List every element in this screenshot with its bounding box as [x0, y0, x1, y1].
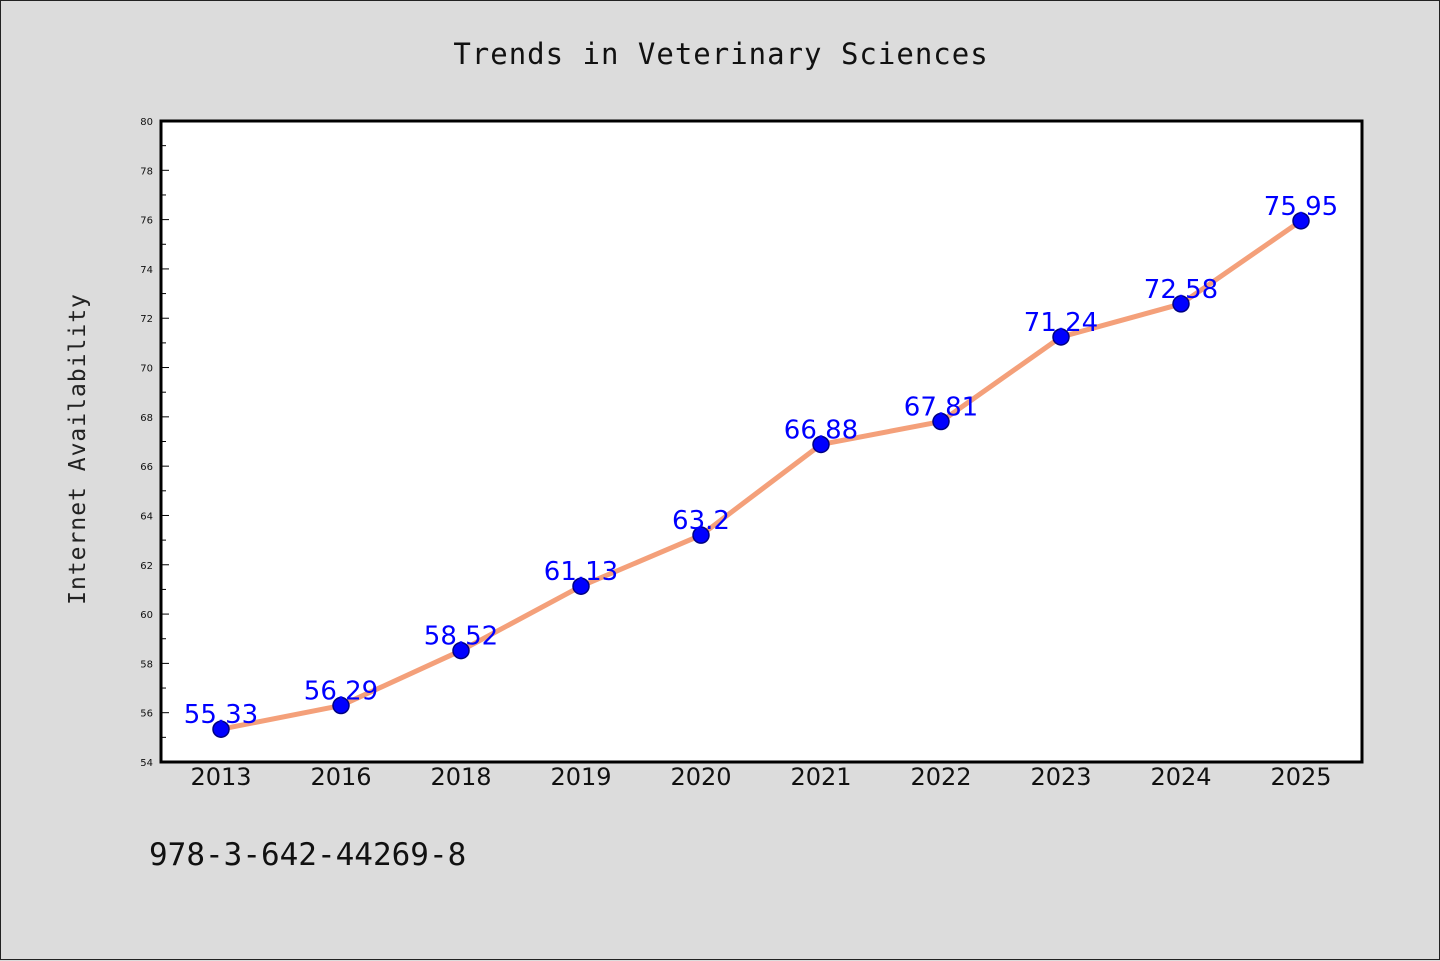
y-tick-label: 54 [140, 758, 153, 769]
x-tick-label: 2024 [1150, 763, 1211, 791]
data-label: 56.29 [304, 677, 378, 707]
y-tick-label: 78 [140, 166, 153, 177]
y-tick-label: 62 [140, 561, 153, 572]
y-axis: 54 56 58 60 62 64 66 68 70 72 74 76 78 80 [140, 117, 169, 769]
data-point-marker [1052, 328, 1070, 346]
data-point-marker [452, 641, 470, 660]
data-label: 72.58 [1144, 275, 1218, 305]
y-tick-label: 76 [140, 216, 153, 227]
y-tick-label: 74 [140, 265, 153, 276]
x-tick-label: 2021 [790, 763, 851, 791]
y-tick-label: 60 [140, 610, 153, 621]
data-label: 55.33 [184, 700, 258, 730]
data-label: 75.95 [1264, 192, 1338, 222]
isbn-text: 978-3-642-44269-8 [149, 837, 466, 873]
y-tick-label: 56 [140, 709, 153, 720]
data-label: 66.88 [784, 415, 858, 445]
data-point-marker [1172, 295, 1190, 313]
x-tick-label: 2013 [190, 763, 251, 791]
x-tick-label: 2019 [550, 763, 611, 791]
x-tick-label: 2020 [670, 763, 731, 791]
y-tick-label: 64 [140, 511, 153, 522]
data-point-marker [212, 720, 230, 738]
data-point-marker [572, 577, 590, 595]
data-label: 67.81 [904, 393, 978, 423]
x-tick-label: 2018 [430, 763, 491, 791]
y-tick-label: 72 [140, 314, 153, 325]
series-line-group [218, 218, 1304, 732]
data-label: 63.2 [672, 506, 730, 536]
y-axis-label: Internet Availability [65, 293, 91, 605]
y-tick-label: 58 [140, 659, 153, 670]
y-tick-label: 80 [140, 117, 153, 128]
x-tick-label: 2022 [910, 763, 971, 791]
plot-area [159, 119, 1364, 764]
y-tick-label: 68 [140, 413, 153, 424]
chart-title: Trends in Veterinary Sciences [453, 37, 988, 71]
data-point-marker [332, 696, 350, 715]
x-tick-label: 2016 [310, 763, 371, 791]
x-axis: 2013 2016 2018 2019 2020 2021 2022 2023 2024 2025 [190, 763, 1331, 791]
data-label: 71.24 [1024, 308, 1098, 338]
data-point-marker [1292, 212, 1310, 230]
markers-group [212, 212, 1310, 738]
x-tick-label: 2023 [1030, 763, 1091, 791]
data-point-marker [692, 526, 710, 544]
data-label: 61.13 [544, 557, 618, 587]
y-tick-label: 66 [140, 462, 153, 473]
y-tick-label: 70 [140, 364, 153, 375]
data-point-marker [932, 412, 950, 431]
data-point-marker [812, 435, 830, 454]
series-line [218, 218, 1304, 732]
data-labels-group: 55.33 56.29 58.52 61.13 63.2 66.88 67.81 71.24 7… [184, 192, 1338, 730]
x-tick-label: 2025 [1270, 763, 1331, 791]
data-label: 58.52 [424, 622, 498, 652]
